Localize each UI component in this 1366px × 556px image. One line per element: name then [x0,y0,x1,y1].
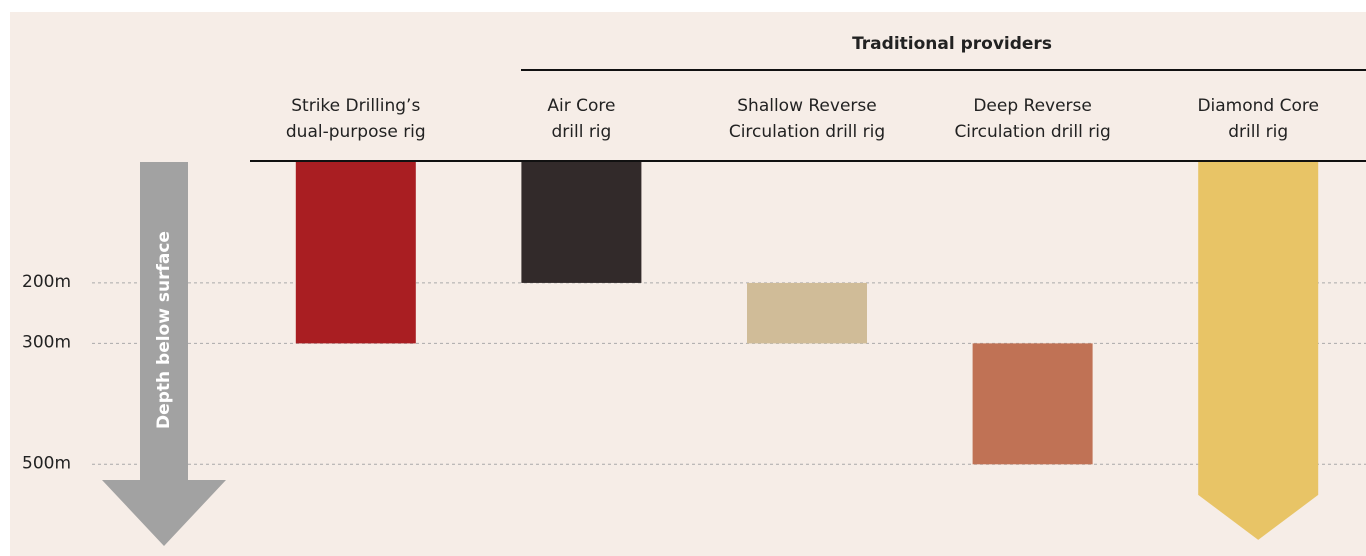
y-tick-label: 200m [22,272,71,292]
bar [295,162,416,344]
y-tick-label: 500m [22,453,71,473]
category-label: drill rig [1228,122,1288,142]
category-label: Shallow Reverse [737,96,876,116]
depth-arrow [102,162,226,546]
category-label: Diamond Core [1197,96,1319,116]
category-label: drill rig [551,122,611,142]
category-label: Circulation drill rig [729,122,885,142]
category-label: Deep Reverse [973,96,1092,116]
category-label: Air Core [547,96,615,116]
bar [1198,162,1319,540]
bar [521,162,642,283]
category-label: Strike Drilling’s [291,96,420,116]
category-label: Circulation drill rig [954,122,1110,142]
panel [10,12,1366,556]
category-label: dual-purpose rig [286,122,426,142]
group-header: Traditional providers [852,34,1052,54]
bar [747,282,867,344]
bar [972,343,1093,465]
y-axis-label: Depth below surface [154,231,174,429]
y-tick-label: 300m [22,332,71,352]
